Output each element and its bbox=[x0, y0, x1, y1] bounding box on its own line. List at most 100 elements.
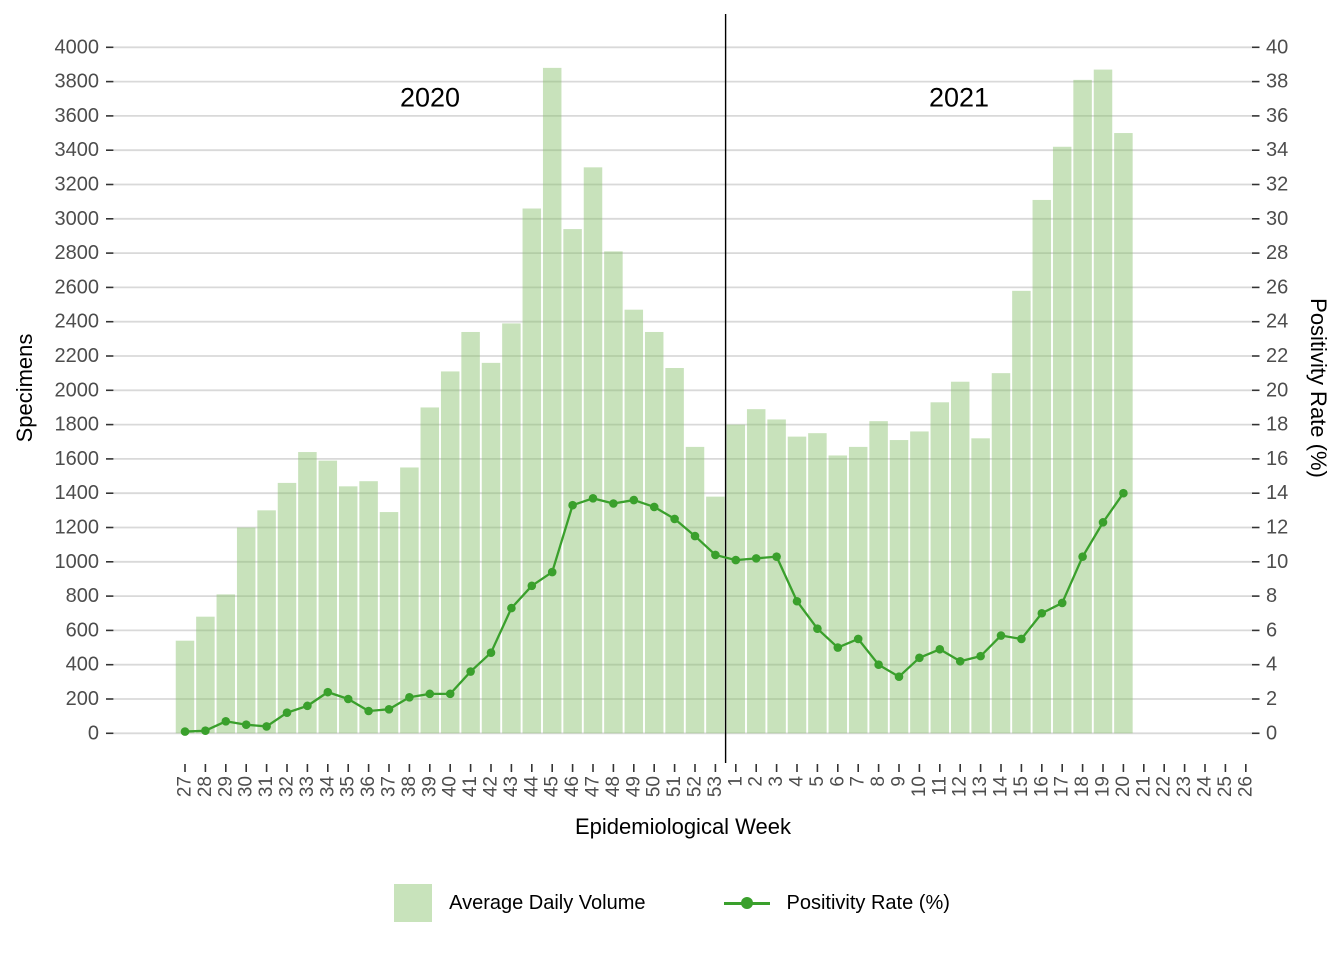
point-week-12 bbox=[955, 656, 965, 666]
point-week-53 bbox=[711, 550, 720, 560]
x-tick-label: 16 bbox=[1031, 776, 1052, 797]
y-tick-label-left: 3800 bbox=[55, 71, 100, 93]
point-week-3 bbox=[772, 552, 781, 561]
x-tick-label: 36 bbox=[358, 776, 379, 797]
x-tick-label: 40 bbox=[440, 776, 461, 797]
point-week-46 bbox=[568, 500, 577, 510]
legend-item-positivity: Positivity Rate (%) bbox=[723, 891, 950, 915]
x-tick-label: 22 bbox=[1154, 776, 1175, 797]
x-tick-label: 41 bbox=[460, 776, 481, 797]
legend-label-positivity: Positivity Rate (%) bbox=[786, 891, 950, 914]
y-tick-label-left: 4000 bbox=[55, 36, 100, 58]
point-week-47 bbox=[588, 494, 598, 503]
bar-week-32 bbox=[277, 482, 297, 734]
x-tick-label: 47 bbox=[583, 776, 604, 797]
point-week-51 bbox=[670, 514, 679, 524]
point-week-50 bbox=[649, 502, 659, 512]
point-week-5 bbox=[813, 624, 822, 633]
x-tick-label: 46 bbox=[562, 776, 583, 797]
x-tick-label: 21 bbox=[1133, 776, 1154, 797]
y-tick-label-right: 12 bbox=[1266, 517, 1288, 539]
point-week-13 bbox=[976, 651, 985, 661]
bar-week-15 bbox=[1012, 290, 1031, 734]
x-tick-label: 27 bbox=[175, 776, 196, 797]
bar-week-16 bbox=[1032, 199, 1052, 734]
point-week-28 bbox=[201, 726, 210, 736]
bar-week-13 bbox=[971, 438, 990, 734]
bar-week-17 bbox=[1052, 146, 1072, 734]
bar-week-3 bbox=[767, 419, 786, 734]
x-tick-label: 17 bbox=[1052, 776, 1073, 797]
point-week-18 bbox=[1078, 552, 1087, 561]
point-week-48 bbox=[609, 499, 618, 508]
bar-week-49 bbox=[624, 309, 644, 734]
bar-week-4 bbox=[787, 436, 807, 734]
point-week-2 bbox=[751, 554, 761, 563]
y-tick-label-left: 200 bbox=[66, 688, 99, 710]
y-tick-label-left: 3200 bbox=[55, 174, 100, 196]
bar-week-9 bbox=[889, 440, 909, 734]
point-week-19 bbox=[1098, 518, 1108, 527]
x-tick-label: 25 bbox=[1215, 776, 1236, 797]
point-week-44 bbox=[527, 581, 537, 591]
y-tick-label-left: 1200 bbox=[55, 517, 100, 539]
point-week-52 bbox=[690, 531, 700, 541]
bar-week-31 bbox=[257, 510, 276, 734]
x-tick-label: 26 bbox=[1235, 776, 1256, 797]
bar-week-29 bbox=[216, 594, 236, 734]
bar-week-1 bbox=[726, 424, 746, 734]
x-tick-label: 1 bbox=[725, 776, 746, 787]
bar-week-30 bbox=[236, 527, 256, 734]
point-week-34 bbox=[323, 687, 333, 697]
x-tick-label: 30 bbox=[236, 776, 257, 797]
y-tick-label-right: 26 bbox=[1266, 276, 1288, 298]
bar-week-36 bbox=[359, 481, 378, 734]
x-tick-label: 5 bbox=[807, 776, 828, 787]
y-tick-label-right: 14 bbox=[1266, 482, 1288, 504]
point-week-14 bbox=[996, 631, 1006, 640]
right-axis-title: Positivity Rate (%) bbox=[1306, 298, 1331, 478]
point-week-9 bbox=[894, 672, 904, 682]
x-tick-label: 39 bbox=[419, 776, 440, 797]
year-label-2021: 2021 bbox=[928, 82, 990, 113]
x-tick-label: 32 bbox=[277, 776, 298, 797]
point-week-49 bbox=[629, 495, 639, 505]
x-tick-label: 12 bbox=[950, 776, 971, 797]
bar-week-53 bbox=[706, 496, 725, 734]
point-week-39 bbox=[425, 689, 435, 699]
y-tick-label-left: 3600 bbox=[55, 105, 100, 127]
bar-week-27 bbox=[175, 640, 195, 734]
y-tick-label-left: 1000 bbox=[55, 551, 100, 573]
x-tick-label: 4 bbox=[787, 776, 808, 787]
bar-week-51 bbox=[665, 368, 684, 734]
x-tick-label: 34 bbox=[317, 776, 338, 798]
bar-week-39 bbox=[420, 407, 440, 734]
bar-week-8 bbox=[869, 421, 888, 734]
x-tick-label: 14 bbox=[991, 776, 1012, 798]
bar-week-19 bbox=[1093, 69, 1113, 734]
point-week-15 bbox=[1017, 634, 1026, 644]
point-week-20 bbox=[1119, 488, 1128, 498]
y-tick-label-right: 4 bbox=[1266, 654, 1277, 676]
y-tick-label-left: 400 bbox=[66, 654, 99, 676]
point-week-1 bbox=[731, 555, 741, 565]
bar-week-28 bbox=[196, 616, 215, 734]
x-tick-label: 51 bbox=[664, 776, 685, 797]
point-week-43 bbox=[507, 603, 516, 613]
y-tick-label-right: 30 bbox=[1266, 208, 1288, 230]
point-week-29 bbox=[221, 716, 231, 726]
x-tick-label: 33 bbox=[297, 776, 318, 797]
bar-week-48 bbox=[604, 251, 623, 734]
point-week-31 bbox=[262, 722, 271, 731]
x-tick-label: 19 bbox=[1093, 776, 1114, 797]
bar-week-14 bbox=[991, 373, 1011, 734]
point-week-41 bbox=[466, 667, 475, 676]
bar-week-2 bbox=[746, 409, 766, 734]
bar-week-43 bbox=[502, 323, 521, 734]
y-tick-label-right: 18 bbox=[1266, 414, 1288, 436]
point-week-27 bbox=[180, 727, 190, 736]
legend: Average Daily Volume Positivity Rate (%) bbox=[0, 880, 1344, 926]
x-tick-label: 11 bbox=[929, 776, 950, 796]
year-label-2020: 2020 bbox=[399, 82, 461, 113]
